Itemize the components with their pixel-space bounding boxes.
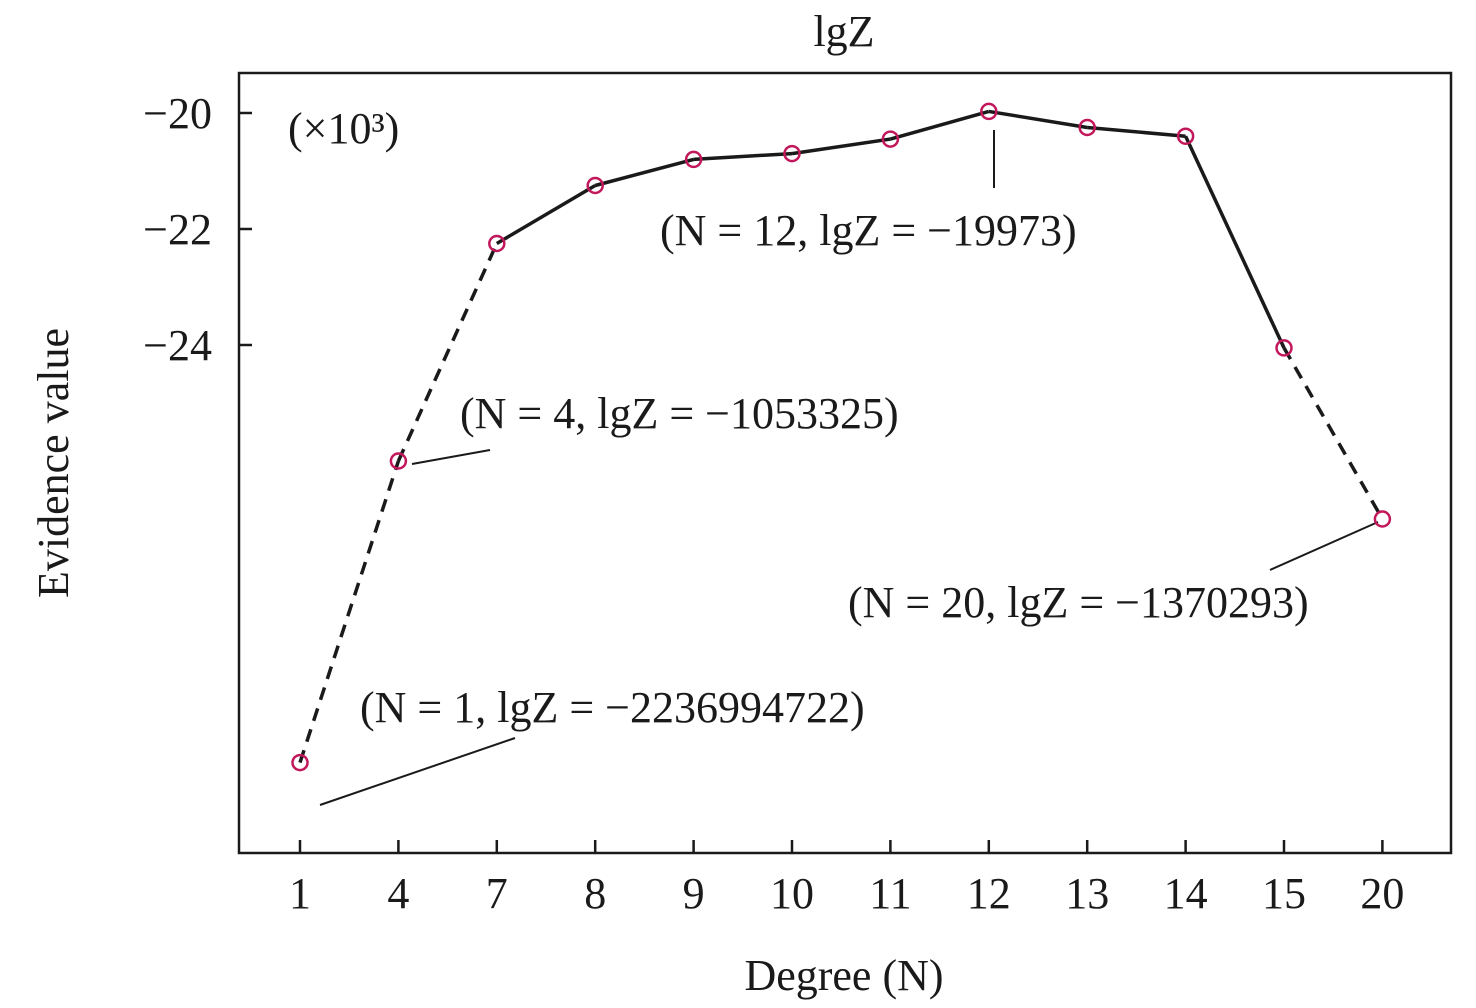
- x-tick-label: 9: [683, 869, 705, 918]
- plot-frame: [237, 71, 1453, 855]
- series-segment: [988, 109, 1088, 130]
- y-tick-label: −20: [143, 89, 212, 138]
- x-tick-label: 7: [486, 869, 508, 918]
- x-tick-label: 15: [1262, 869, 1306, 918]
- data-point: [1275, 339, 1293, 357]
- series-markers: [291, 102, 1392, 772]
- annotation-leader: [319, 737, 516, 806]
- x-tick-label: 4: [387, 869, 409, 918]
- x-tick-label: 12: [967, 869, 1011, 918]
- series-segment: [594, 157, 695, 188]
- x-tick-label: 1: [289, 869, 311, 918]
- annotations: (N = 1, lgZ = −2236994722) (N = 4, lgZ = …: [360, 206, 1309, 732]
- series-segment: [1087, 125, 1186, 138]
- y-axis-label: Evidence value: [29, 328, 78, 598]
- y-tick-label: −22: [143, 205, 212, 254]
- data-point: [881, 130, 900, 148]
- series-segment: [693, 151, 793, 162]
- data-point: [980, 102, 998, 121]
- data-point: [291, 753, 309, 772]
- data-point: [684, 150, 703, 169]
- annotation-leader: [1269, 521, 1379, 571]
- series-segment: [495, 183, 597, 246]
- x-tick-label: 20: [1360, 869, 1404, 918]
- annotation-leader: [411, 449, 491, 465]
- y-tick-label: −24: [143, 321, 212, 370]
- annotation-label: (N = 12, lgZ = −19973): [660, 206, 1077, 255]
- series-segment: [889, 109, 990, 141]
- series-segment: [298, 460, 401, 764]
- annotation-leaders: [319, 130, 1379, 806]
- annotation-label: (N = 20, lgZ = −1370293): [848, 578, 1309, 627]
- y-multiplier-label: (×10³): [288, 104, 399, 153]
- y-ticks: −20 −22 −24: [143, 89, 252, 370]
- chart-title: lgZ: [813, 7, 874, 56]
- series-segment: [396, 242, 499, 462]
- series-segment: [791, 137, 891, 156]
- annotation-label: (N = 4, lgZ = −1053325): [460, 389, 899, 438]
- data-point: [586, 176, 604, 195]
- x-tick-label: 14: [1164, 869, 1208, 918]
- data-point: [1176, 127, 1195, 145]
- x-tick-label: 13: [1065, 869, 1109, 918]
- data-point: [783, 144, 801, 163]
- x-axis-label: Degree (N): [744, 951, 943, 1000]
- data-point: [488, 234, 506, 253]
- annotation-label: (N = 1, lgZ = −2236994722): [360, 683, 865, 732]
- series-lines: [298, 109, 1384, 764]
- series-segment: [1282, 347, 1384, 520]
- series-segment: [1184, 135, 1286, 349]
- data-point: [1373, 510, 1392, 528]
- x-tick-label: 8: [584, 869, 606, 918]
- x-tick-label: 11: [869, 869, 911, 918]
- x-tick-label: 10: [770, 869, 814, 918]
- data-point: [1078, 118, 1096, 137]
- data-point: [389, 452, 408, 470]
- x-ticks: 1 4 7 8 9 10 11 12 13 14 15 20: [289, 840, 1404, 918]
